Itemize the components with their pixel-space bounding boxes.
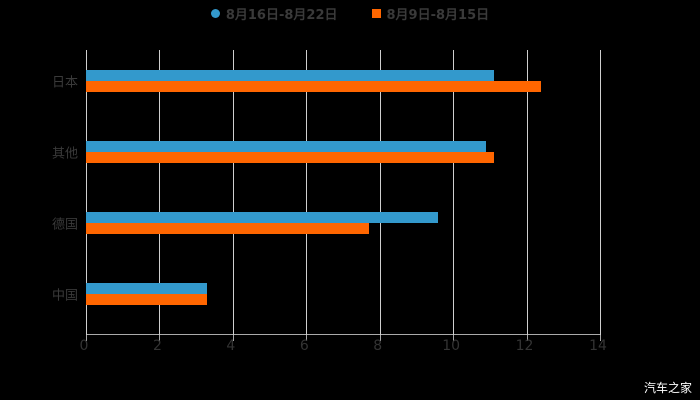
x-tick-label: 8 [373,338,383,354]
legend-label: 8月9日-8月15日 [386,8,490,23]
bar[interactable] [86,294,208,306]
gridline [232,50,234,335]
category-label: 德国 [51,217,78,233]
circle-marker-icon [210,9,220,18]
bar[interactable] [86,80,542,92]
gridline [159,50,161,335]
legend-label: 8月16日-8月22日 [225,8,338,23]
x-tick [526,335,528,341]
x-tick [159,335,161,341]
x-tick-label: 12 [515,338,534,354]
bar[interactable] [86,69,494,81]
bar[interactable] [86,140,487,152]
bar[interactable] [86,212,439,224]
x-tick [86,335,87,341]
x-tick [600,335,601,341]
x-axis-line [86,334,600,335]
gridline [526,50,528,335]
x-tick [232,335,234,341]
x-tick-label: 4 [226,338,236,354]
category-label: 中国 [51,288,78,304]
gridline [600,50,601,335]
gridline [379,50,381,335]
x-tick-label: 14 [589,338,607,354]
x-tick-label: 10 [442,338,461,354]
bar[interactable] [86,151,494,163]
x-tick [306,335,308,341]
legend: 8月16日-8月22日 8月9日-8月15日 [0,4,700,23]
watermark: 汽车之家 [643,381,692,395]
category-label: 日本 [51,75,78,91]
gridline [453,50,455,335]
y-axis-line [86,50,87,335]
x-tick-label: 2 [152,338,162,354]
x-tick-label: 6 [299,338,309,354]
gridline [306,50,308,335]
bar[interactable] [86,223,369,235]
x-tick-label: 0 [79,338,89,354]
legend-item-series-1[interactable]: 8月16日-8月22日 [210,4,338,23]
legend-item-series-2[interactable]: 8月9日-8月15日 [371,4,490,23]
x-tick [379,335,381,341]
bar[interactable] [86,283,208,295]
category-label: 其他 [51,146,78,162]
square-marker-icon [371,9,381,18]
x-tick [453,335,455,341]
plot-area [86,50,601,341]
